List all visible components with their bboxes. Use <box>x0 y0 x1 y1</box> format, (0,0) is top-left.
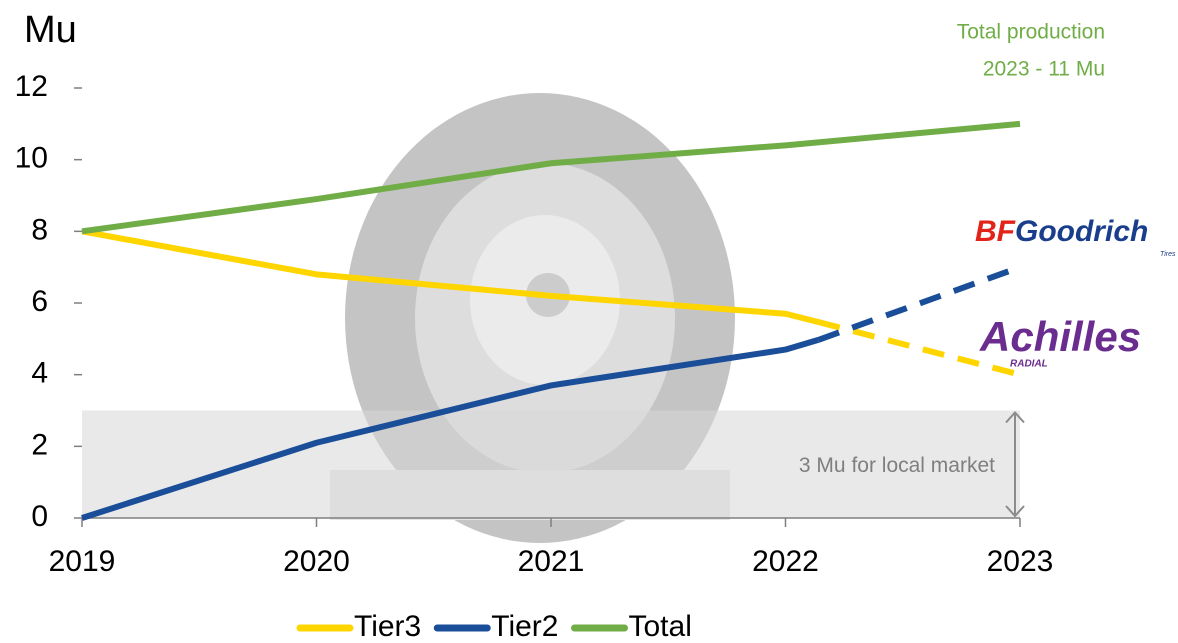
y-tick-label: 6 <box>31 285 48 318</box>
annotation: Total production <box>957 21 1105 44</box>
logo-part: BF <box>975 215 1016 248</box>
y-tick-label: 0 <box>31 500 48 533</box>
legend-label: Tier2 <box>491 610 558 643</box>
x-tick-label: 2023 <box>987 545 1054 578</box>
y-tick-label: 10 <box>15 142 48 175</box>
annotation: 2023 - 11 Mu <box>983 58 1105 81</box>
chart: Mu Total production 2023 - 11 Mu BFGoodr… <box>0 0 1178 643</box>
legend-label: Tier3 <box>354 610 421 643</box>
logo-sub: Tires <box>1160 251 1176 258</box>
y-axis-label: Mu <box>24 9 77 51</box>
x-tick-label: 2019 <box>49 545 116 578</box>
legend-label: Total <box>629 610 692 643</box>
logo: Achilles <box>979 313 1141 360</box>
y-tick-label: 8 <box>31 213 48 246</box>
y-tick-label: 12 <box>15 70 48 103</box>
x-tick-label: 2020 <box>283 545 350 578</box>
logo-part: Goodrich <box>1015 215 1148 248</box>
logo-sub: RADIAL <box>1010 359 1048 370</box>
y-tick-label: 4 <box>31 357 48 390</box>
y-tick-label: 2 <box>31 428 48 461</box>
x-tick-label: 2022 <box>752 545 819 578</box>
local-market-label: 3 Mu for local market <box>799 454 995 477</box>
logo: BFGoodrich <box>975 215 1148 248</box>
x-tick-label: 2021 <box>518 545 585 578</box>
